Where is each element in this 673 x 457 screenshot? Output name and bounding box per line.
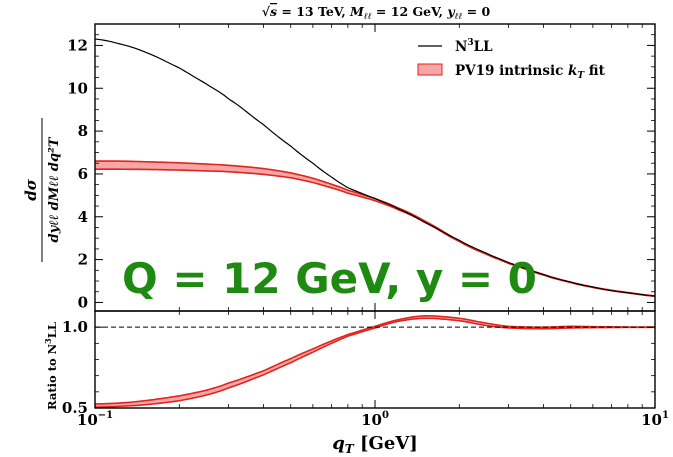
top-ytick-label: 2 — [78, 251, 88, 269]
top-ytick-label: 10 — [67, 79, 88, 97]
x-tick-label-base: 10 — [361, 411, 382, 429]
legend-n3ll-label: N3LL — [455, 38, 493, 55]
x-tick-label: 10−1 — [77, 410, 113, 429]
legend: N3LL PV19 intrinsic kT fit — [417, 38, 606, 81]
x-tick-label: 101 — [641, 410, 669, 429]
top-ytick-label: 0 — [78, 293, 88, 311]
ratio-ytick-label: 1.0 — [62, 318, 88, 336]
annotation-text: Q = 12 GeV, y = 0 — [122, 254, 537, 303]
x-axis-title: qT [GeV] — [332, 433, 418, 456]
ratio-band — [95, 315, 655, 408]
x-tick-label-exponent: 1 — [662, 410, 669, 421]
legend-band-label: PV19 intrinsic kT fit — [455, 63, 606, 81]
ratio-band-lower-edge — [94, 317, 655, 408]
top-ytick-label: 6 — [78, 165, 88, 183]
ratio-band-upper-edge — [94, 315, 656, 405]
x-tick-label-exponent: −1 — [98, 410, 113, 421]
n3ll-line — [94, 38, 656, 297]
top-ylabel: dσ dyℓℓ dMℓℓ dq²T — [22, 118, 62, 262]
top-ylabel-numerator: dσ — [22, 178, 40, 200]
x-tick-label-base: 10 — [641, 411, 662, 429]
chart-title: √s = 13 TeV, Mℓℓ = 12 GeV, yℓℓ = 0 — [262, 4, 491, 22]
ratio-ylabel: Ratio to N3LL — [43, 322, 59, 410]
top-ylabel-denominator: dyℓℓ dMℓℓ dq²T — [47, 136, 62, 242]
x-tick-label-base: 10 — [77, 411, 98, 429]
ratio-ytick-label: 0.5 — [62, 399, 88, 417]
top-ytick-label: 4 — [78, 208, 88, 226]
top-ytick-label: 8 — [78, 122, 88, 140]
legend-band-swatch — [417, 63, 443, 76]
x-tick-label-exponent: 0 — [382, 410, 389, 421]
top-ytick-label: 12 — [67, 36, 88, 54]
x-tick-label: 100 — [361, 410, 389, 429]
ratio-panel: 0.51.010−1 100 101 — [62, 310, 669, 429]
